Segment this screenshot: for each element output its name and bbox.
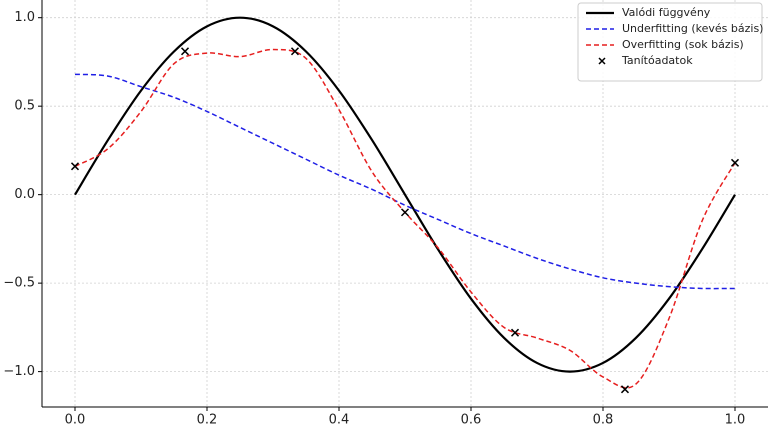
x-tick-label: 0.0 xyxy=(65,413,86,424)
legend-marker xyxy=(598,57,606,65)
data-point xyxy=(70,162,80,171)
legend-label: Valódi függvény xyxy=(622,6,711,19)
x-tick-label: 0.4 xyxy=(329,413,350,424)
y-tick-label: 0.5 xyxy=(14,99,35,114)
series-line xyxy=(74,16,736,373)
data-point xyxy=(510,328,520,337)
data-point xyxy=(400,208,410,217)
data-point xyxy=(180,47,190,56)
x-tick-label: 0.2 xyxy=(197,413,218,424)
x-tick-label: 0.6 xyxy=(461,413,482,424)
y-tick-label: −1.0 xyxy=(3,364,35,379)
y-tick-label: −0.5 xyxy=(3,276,35,291)
series-line xyxy=(74,48,736,389)
x-tick-label: 0.8 xyxy=(593,413,614,424)
series-line xyxy=(74,73,736,290)
legend: Valódi függvény Underfitting (kevés bázis… xyxy=(577,2,763,82)
y-tick-label: 0.0 xyxy=(14,187,35,202)
legend-label: Overfitting (sok bázis) xyxy=(622,38,744,51)
legend-label: Tanítóadatok xyxy=(621,54,693,67)
y-tick-label: 1.0 xyxy=(14,10,35,25)
legend-label: Underfitting (kevés bázis) xyxy=(622,22,763,35)
data-point xyxy=(290,47,300,56)
data-point xyxy=(730,158,740,167)
legend-box xyxy=(577,2,763,82)
data-point xyxy=(620,385,630,394)
x-tick-label: 1.0 xyxy=(725,413,746,424)
